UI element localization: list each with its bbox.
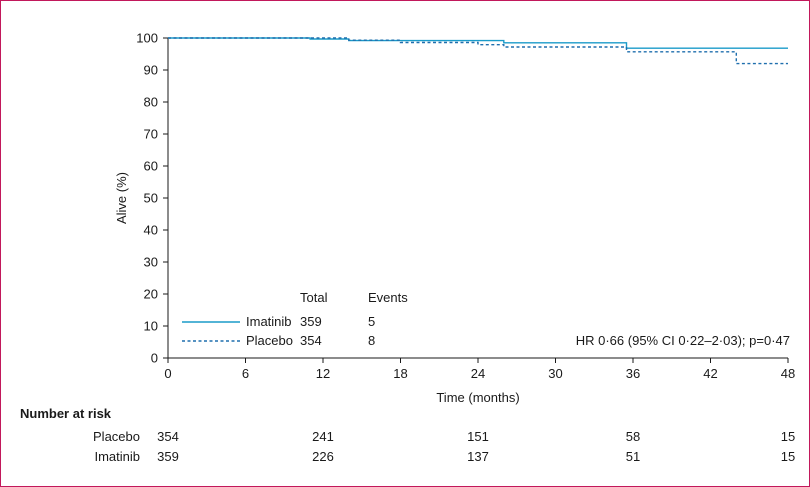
risk-value-placebo: 151: [467, 429, 489, 444]
legend-imatinib-label: Imatinib: [246, 314, 292, 329]
series-imatinib-line: [168, 37, 788, 49]
x-tick-label: 0: [164, 366, 171, 381]
y-tick-label: 30: [144, 255, 158, 270]
y-tick-label: 0: [151, 351, 158, 366]
x-tick-label: 48: [781, 366, 795, 381]
y-tick-label: 70: [144, 127, 158, 142]
x-axis-label: Time (months): [436, 390, 519, 405]
y-tick-label: 60: [144, 159, 158, 174]
legend-placebo-label: Placebo: [246, 333, 293, 348]
axes: 0 10 20 30 40 50 60 70 80 90 100 0 6 12 18 24 30 36 42 48: [136, 31, 795, 382]
x-tick-label: 42: [703, 366, 717, 381]
risk-value-imatinib: 51: [626, 449, 640, 464]
x-tick-label: 36: [626, 366, 640, 381]
legend-header-total: Total: [300, 290, 328, 305]
legend-placebo-events: 8: [368, 333, 375, 348]
risk-row-label-placebo: Placebo: [93, 429, 140, 444]
risk-table: Number at risk Placebo Imatinib 354 241 15…: [20, 406, 795, 464]
legend: Total Events Imatinib 359 5 Placebo 354 …: [182, 290, 408, 348]
x-tick-label: 30: [548, 366, 562, 381]
y-tick-label: 80: [144, 95, 158, 110]
y-tick-label: 20: [144, 287, 158, 302]
y-axis-label: Alive (%): [114, 172, 129, 224]
risk-values: 354 241 151 58 15 359 226 137 51 15: [157, 429, 795, 464]
y-tick-label: 10: [144, 319, 158, 334]
risk-row-label-imatinib: Imatinib: [94, 449, 140, 464]
legend-imatinib-total: 359: [300, 314, 322, 329]
series-placebo-line: [168, 37, 788, 65]
y-tick-label: 50: [144, 191, 158, 206]
risk-value-imatinib: 226: [312, 449, 334, 464]
legend-placebo-total: 354: [300, 333, 322, 348]
risk-value-placebo: 354: [157, 429, 179, 444]
hazard-ratio-annotation: HR 0·66 (95% CI 0·22–2·03); p=0·47: [576, 333, 790, 348]
risk-value-placebo: 15: [781, 429, 795, 444]
risk-value-imatinib: 359: [157, 449, 179, 464]
risk-value-imatinib: 15: [781, 449, 795, 464]
x-tick-label: 18: [393, 366, 407, 381]
y-tick-label: 100: [136, 31, 158, 46]
y-tick-label: 40: [144, 223, 158, 238]
x-tick-label: 24: [471, 366, 485, 381]
curves: [168, 37, 788, 65]
y-tick-label: 90: [144, 63, 158, 78]
risk-table-title: Number at risk: [20, 406, 112, 421]
risk-value-imatinib: 137: [467, 449, 489, 464]
legend-header-events: Events: [368, 290, 408, 305]
risk-value-placebo: 58: [626, 429, 640, 444]
x-tick-label: 6: [242, 366, 249, 381]
x-tick-label: 12: [316, 366, 330, 381]
legend-imatinib-events: 5: [368, 314, 375, 329]
risk-value-placebo: 241: [312, 429, 334, 444]
